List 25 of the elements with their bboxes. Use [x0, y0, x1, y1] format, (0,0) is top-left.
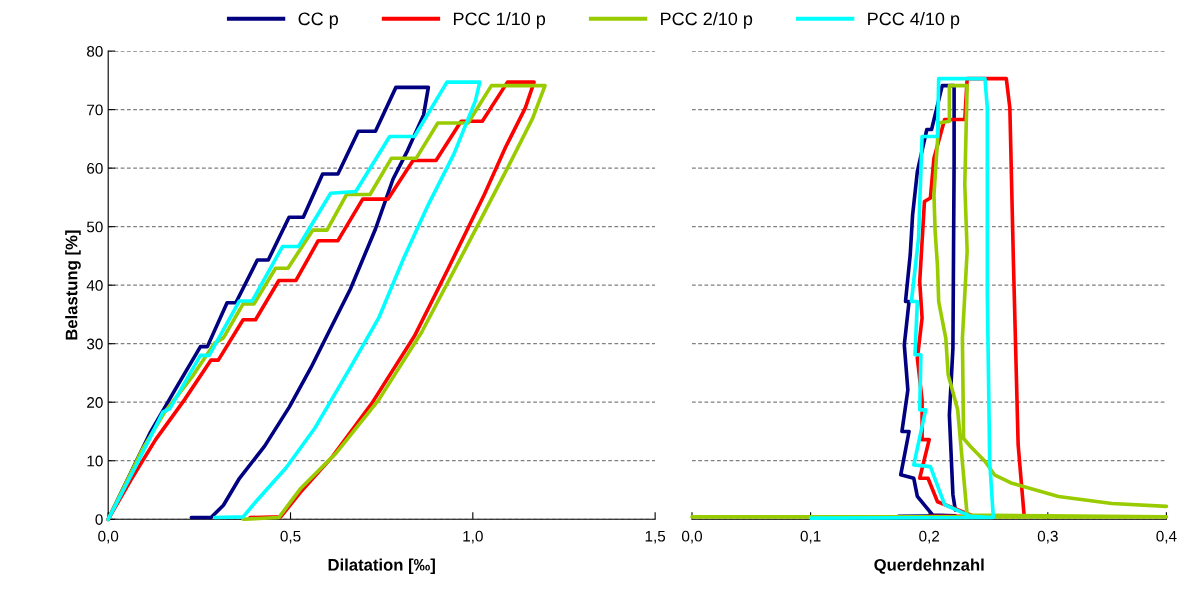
- y-tick-label: 60: [87, 163, 103, 174]
- x-tick-label: 1,5: [645, 530, 666, 544]
- x-tick-label: 1,0: [463, 530, 483, 544]
- y-tick-label: 50: [86, 221, 103, 233]
- y-tick-label: 0: [95, 514, 103, 525]
- x-tick-label: 0,4: [1156, 530, 1177, 544]
- y-tick-label: 70: [87, 104, 103, 116]
- x-tick-label: 0,5: [280, 530, 301, 544]
- y-tick-label: 20: [87, 397, 103, 408]
- legend-label: CC p: [298, 12, 338, 29]
- y-tick-label: 40: [86, 280, 103, 291]
- legend-label: PCC 4/10 p: [868, 11, 960, 29]
- y-tick-label: 10: [87, 455, 103, 467]
- x-tick-label: 0,0: [681, 530, 703, 544]
- x-tick-label: 0,0: [98, 530, 119, 544]
- y-tick-label: 30: [86, 338, 103, 350]
- legend-label: PCC 1/10 p: [453, 11, 546, 29]
- x-tick-label: 0,1: [800, 530, 821, 544]
- x-tick-label: 0,2: [919, 530, 940, 544]
- y-axis-title: Belastung [%]: [65, 230, 81, 340]
- y-tick-label: 80: [87, 45, 103, 57]
- x-tick-label: 0,3: [1037, 530, 1058, 544]
- legend-label: PCC 2/10 p: [661, 11, 753, 29]
- x-axis-title: Querdehnzahl: [874, 558, 984, 574]
- x-axis-title: Dilatation [‰]: [328, 558, 435, 575]
